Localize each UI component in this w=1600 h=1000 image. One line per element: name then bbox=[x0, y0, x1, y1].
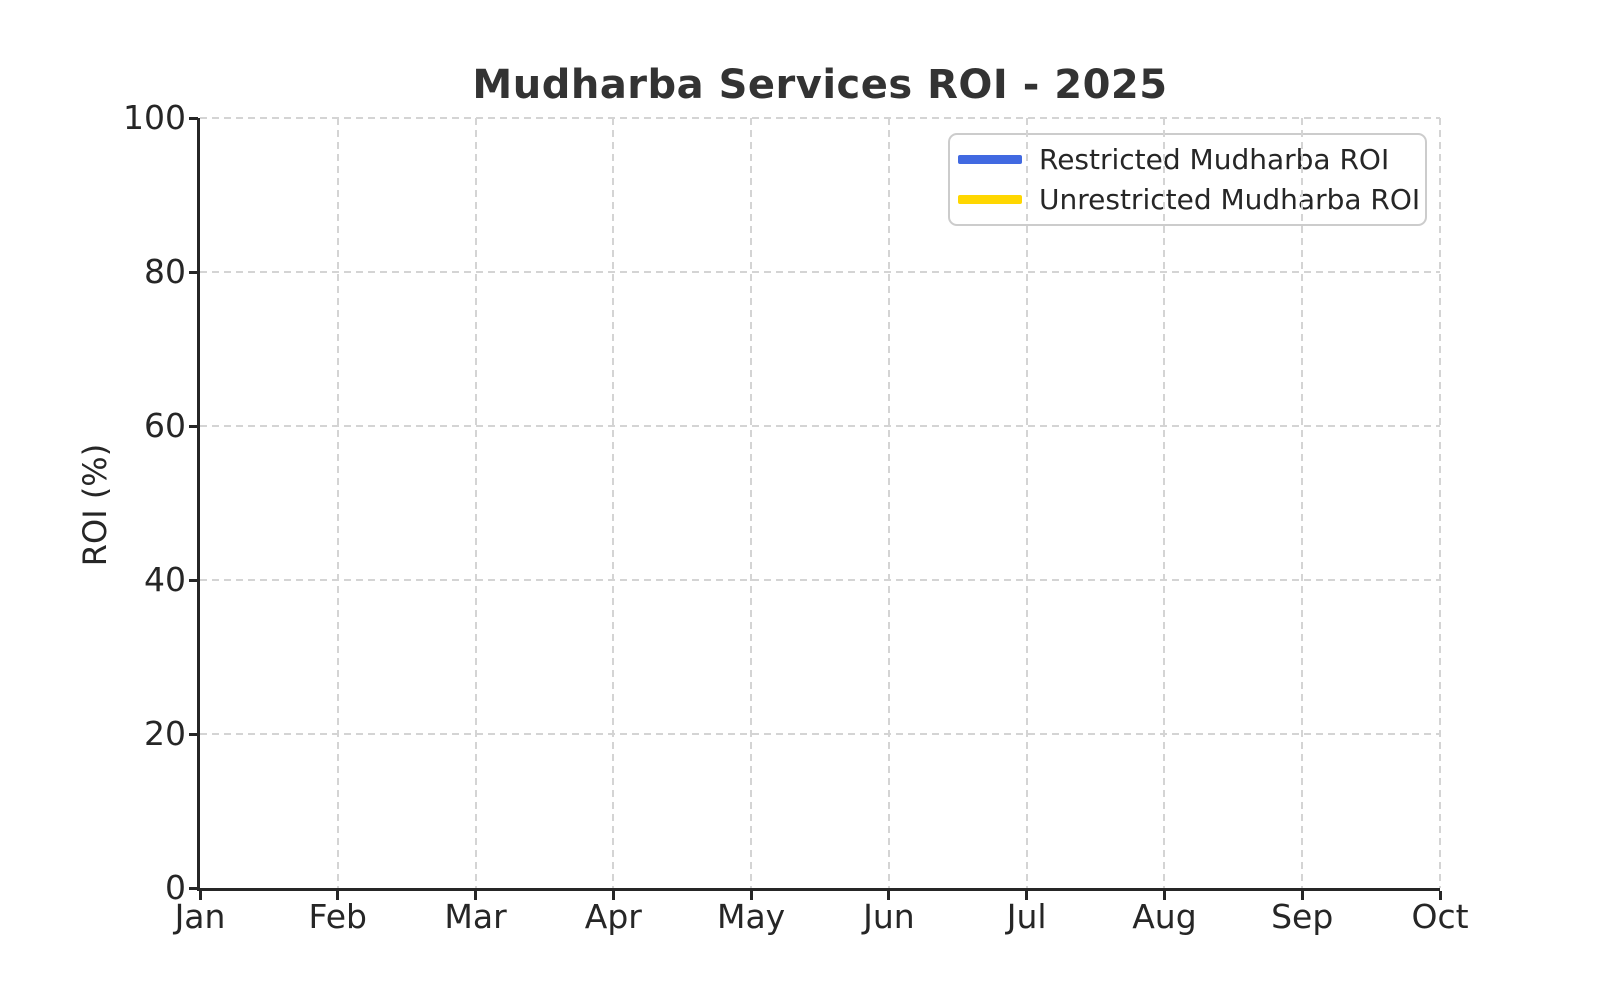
gridline-y-80 bbox=[200, 271, 1440, 273]
gridline-x-Jun bbox=[887, 118, 890, 888]
x-tick-label-Jun: Jun bbox=[863, 897, 915, 936]
y-tick-label-80: 80 bbox=[144, 252, 186, 291]
y-tick-label-60: 60 bbox=[144, 406, 186, 445]
legend: Restricted Mudharba ROI Unrestricted Mud… bbox=[948, 133, 1427, 226]
x-tick-Sep bbox=[1300, 891, 1304, 900]
x-tick-Mar bbox=[474, 891, 478, 900]
x-tick-Aug bbox=[1162, 891, 1166, 900]
gridline-x-Oct bbox=[1439, 118, 1441, 888]
x-tick-label-Jan: Jan bbox=[174, 897, 226, 936]
x-tick-label-Sep: Sep bbox=[1271, 897, 1334, 936]
x-tick-Jul bbox=[1025, 891, 1029, 900]
x-tick-label-Oct: Oct bbox=[1411, 897, 1469, 936]
x-tick-label-Feb: Feb bbox=[308, 897, 367, 936]
gridline-x-Feb bbox=[336, 118, 339, 888]
y-tick-100 bbox=[189, 116, 198, 120]
legend-item-unrestricted: Unrestricted Mudharba ROI bbox=[958, 180, 1420, 220]
gridline-y-100 bbox=[200, 117, 1440, 119]
gridline-x-Sep bbox=[1301, 118, 1304, 888]
gridline-x-Mar bbox=[474, 118, 477, 888]
gridline-y-20 bbox=[200, 733, 1440, 735]
y-tick-label-20: 20 bbox=[144, 714, 186, 753]
gridline-y-60 bbox=[200, 425, 1440, 427]
chart-title: Mudharba Services ROI - 2025 bbox=[472, 62, 1168, 108]
y-tick-label-0: 0 bbox=[165, 868, 186, 907]
gridline-x-Apr bbox=[612, 118, 615, 888]
legend-item-restricted: Restricted Mudharba ROI bbox=[958, 140, 1413, 180]
gridline-y-40 bbox=[200, 579, 1440, 581]
gridline-x-May bbox=[750, 118, 753, 888]
x-tick-label-May: May bbox=[716, 897, 786, 936]
x-tick-Feb bbox=[336, 891, 340, 900]
x-tick-label-Aug: Aug bbox=[1132, 897, 1197, 936]
y-tick-label-40: 40 bbox=[144, 560, 186, 599]
y-tick-label-100: 100 bbox=[123, 98, 186, 137]
y-tick-0 bbox=[189, 886, 198, 890]
x-tick-label-Mar: Mar bbox=[444, 897, 507, 936]
legend-swatch-restricted-line bbox=[958, 155, 1022, 165]
y-axis-label: ROI (%) bbox=[76, 443, 114, 567]
y-tick-40 bbox=[189, 578, 198, 582]
x-tick-Oct bbox=[1438, 891, 1442, 900]
x-tick-May bbox=[749, 891, 753, 900]
legend-label-unrestricted: Unrestricted Mudharba ROI bbox=[1039, 182, 1421, 216]
x-tick-label-Apr: Apr bbox=[584, 897, 642, 936]
y-tick-60 bbox=[189, 424, 198, 428]
y-tick-80 bbox=[189, 270, 198, 274]
gridline-x-Aug bbox=[1163, 118, 1166, 888]
legend-label-restricted: Restricted Mudharba ROI bbox=[1039, 143, 1390, 177]
legend-swatch-unrestricted-line bbox=[958, 194, 1022, 204]
series-lines bbox=[200, 118, 1440, 888]
x-tick-Jun bbox=[887, 891, 891, 900]
gridline-x-Jul bbox=[1025, 118, 1028, 888]
x-tick-Jan bbox=[198, 891, 202, 900]
x-tick-label-Jul: Jul bbox=[1006, 897, 1047, 936]
x-tick-Apr bbox=[611, 891, 615, 900]
y-tick-20 bbox=[189, 732, 198, 736]
plot-area bbox=[197, 118, 1440, 891]
